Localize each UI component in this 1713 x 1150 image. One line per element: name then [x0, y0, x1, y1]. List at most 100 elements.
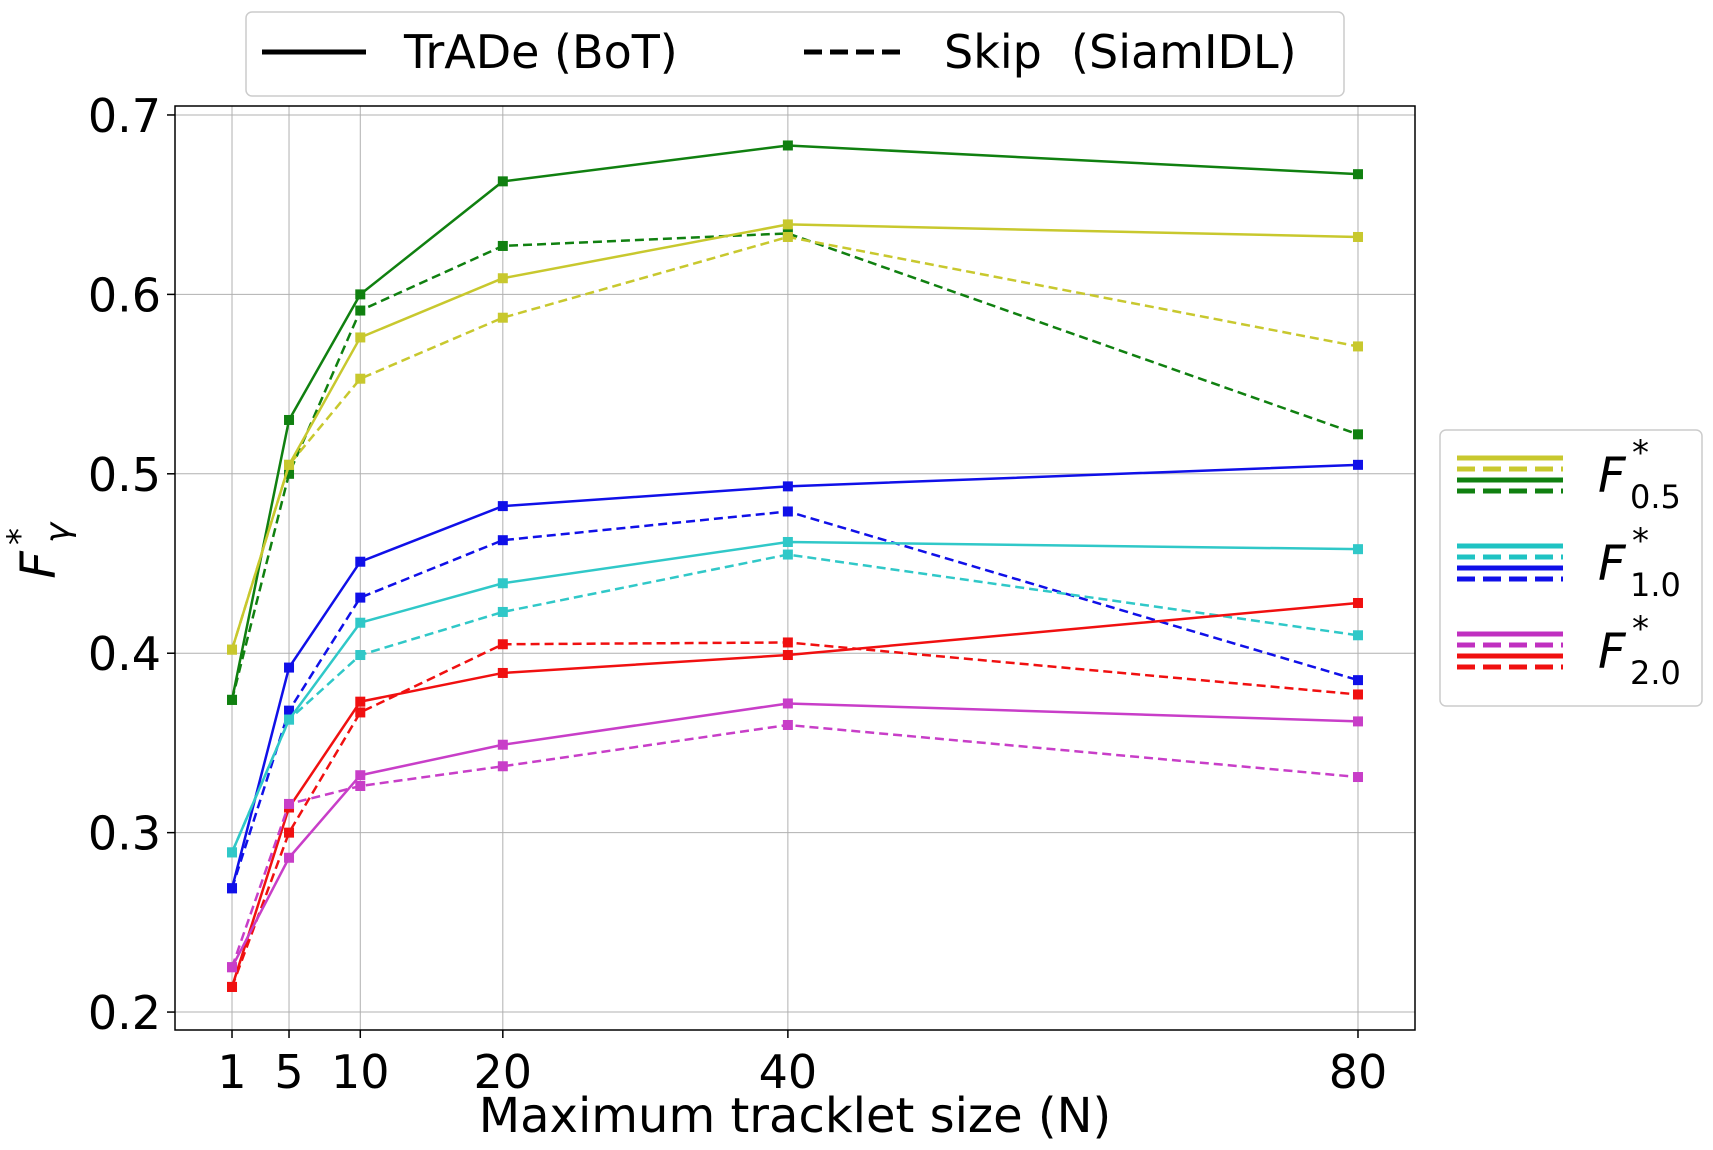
data-point	[497, 578, 508, 589]
data-point	[1352, 429, 1363, 440]
series-line	[230, 223, 1359, 651]
legend-label-sup: *	[1632, 433, 1649, 473]
data-point	[1352, 459, 1363, 470]
data-point	[355, 289, 366, 300]
data-point	[355, 650, 366, 661]
data-point	[284, 852, 295, 863]
series-line	[230, 463, 1359, 889]
data-point	[227, 694, 238, 705]
data-point	[782, 140, 793, 151]
grid-lines	[175, 106, 1415, 1030]
data-point	[497, 667, 508, 678]
series-4	[227, 459, 1363, 894]
x-tick-label: 10	[331, 1045, 390, 1099]
data-point	[227, 644, 238, 655]
data-point	[284, 459, 295, 470]
data-point	[782, 536, 793, 547]
series-line	[230, 144, 1359, 701]
y-tick-label: 0.7	[88, 89, 161, 143]
data-point	[227, 981, 238, 992]
series-8	[227, 597, 1363, 992]
data-point	[497, 501, 508, 512]
data-point	[284, 468, 295, 479]
y-axis-title-sup: *	[0, 528, 40, 545]
y-tick-label: 0.5	[88, 448, 161, 502]
series-7	[227, 549, 1363, 858]
series-2	[227, 219, 1363, 655]
series-group	[227, 140, 1363, 992]
data-point	[227, 883, 238, 894]
series-5	[227, 506, 1363, 894]
legend-top-box	[245, 11, 1345, 97]
x-tick-label: 40	[759, 1045, 818, 1099]
data-point	[497, 606, 508, 617]
data-point	[284, 714, 295, 725]
data-point	[355, 770, 366, 781]
data-point	[284, 827, 295, 838]
y-axis-ticks: 0.2 0.3 0.4 0.5 0.6 0.7	[88, 89, 175, 1040]
data-point	[227, 847, 238, 858]
data-point	[497, 535, 508, 546]
data-point	[1352, 169, 1363, 180]
y-axis-title: F * γ	[0, 521, 78, 579]
data-point	[782, 650, 793, 661]
data-point	[1352, 675, 1363, 686]
data-point	[497, 639, 508, 650]
data-point	[782, 549, 793, 560]
data-point	[497, 176, 508, 187]
legend-label-skip: Skip (SiamIDL)	[944, 25, 1297, 79]
y-axis-title-base: F	[11, 550, 67, 579]
series-line	[230, 235, 1359, 651]
legend-label-sup: *	[1632, 609, 1649, 649]
legend-right-entry: F * 2.0	[1457, 609, 1681, 692]
data-point	[1352, 716, 1363, 727]
data-point	[355, 332, 366, 343]
data-point	[782, 719, 793, 730]
data-point	[782, 698, 793, 709]
series-1	[227, 228, 1363, 705]
data-point	[1352, 544, 1363, 555]
data-point	[782, 637, 793, 648]
x-tick-label: 80	[1329, 1045, 1388, 1099]
data-point	[355, 305, 366, 316]
legend-label-sup: *	[1632, 521, 1649, 561]
y-tick-label: 0.3	[88, 807, 161, 861]
legend-label-trade: TrADe (BoT)	[403, 25, 678, 79]
legend-label-sub: 2.0	[1630, 654, 1681, 692]
series-line	[230, 723, 1359, 968]
data-point	[355, 696, 366, 707]
data-point	[284, 414, 295, 425]
data-point	[284, 798, 295, 809]
series-line	[230, 641, 1359, 988]
data-point	[1352, 689, 1363, 700]
series-6	[227, 536, 1363, 858]
data-point	[782, 231, 793, 242]
series-10	[227, 698, 1363, 973]
y-tick-label: 0.6	[88, 268, 161, 322]
data-point	[284, 705, 295, 716]
series-line	[230, 510, 1359, 889]
legend-label-base: F	[1598, 448, 1627, 504]
legend-top: TrADe (BoT) Skip (SiamIDL)	[245, 11, 1345, 97]
data-point	[1352, 341, 1363, 352]
series-3	[227, 231, 1363, 655]
series-line	[230, 601, 1359, 988]
legend-right-entry: F * 1.0	[1457, 521, 1681, 604]
svg-text:F: F	[11, 550, 67, 579]
legend-label-sub: 0.5	[1630, 478, 1681, 516]
data-point	[355, 707, 366, 718]
y-tick-label: 0.2	[88, 986, 161, 1040]
data-point	[1352, 630, 1363, 641]
data-point	[497, 739, 508, 750]
series-11	[227, 719, 1363, 973]
x-axis-title: Maximum tracklet size (N)	[479, 1088, 1112, 1144]
series-line	[230, 232, 1359, 701]
y-tick-label: 0.4	[88, 627, 161, 681]
data-point	[782, 506, 793, 517]
data-point	[227, 962, 238, 973]
data-point	[782, 219, 793, 230]
legend-label-base: F	[1598, 624, 1627, 680]
data-point	[497, 240, 508, 251]
series-line	[230, 553, 1359, 853]
